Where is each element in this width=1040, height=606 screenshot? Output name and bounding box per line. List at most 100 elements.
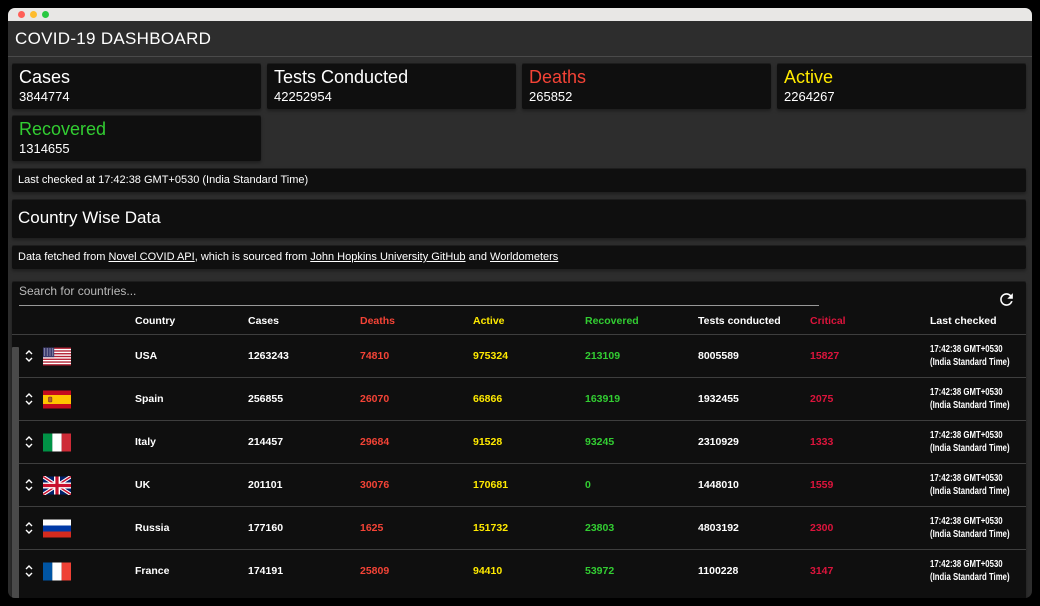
row-lead	[12, 378, 135, 420]
cell-active: 151732	[473, 521, 509, 534]
cell-cases: 201101	[248, 478, 283, 491]
source-link[interactable]: Worldometers	[490, 251, 559, 263]
column-header-tests: Tests conducted	[698, 314, 781, 327]
stat-cards: Cases 3844774 Tests Conducted 42252954 D…	[12, 63, 1026, 161]
source-link[interactable]: Novel COVID API	[108, 251, 195, 263]
source-link[interactable]: John Hopkins University GitHub	[310, 251, 466, 263]
cell-tests: 1932455	[698, 392, 739, 405]
column-header-active: Active	[473, 314, 505, 327]
refresh-button[interactable]	[995, 290, 1017, 312]
cell-recovered: 23803	[585, 521, 615, 534]
sort-rows-button[interactable]	[24, 390, 35, 408]
cell-critical: 1333	[810, 435, 834, 448]
cell-last: 17:42:38 GMT+0530 (India Standard Time)	[930, 343, 1010, 369]
flag-gb-icon	[43, 475, 71, 495]
stat-card-value: 2264267	[784, 89, 835, 104]
column-header-cases: Cases	[248, 314, 279, 327]
table-row-uk: UK 201101 30076 170681 0 1448010 1559 17:42:38 …	[12, 463, 1026, 506]
last-checked-bar: Last checked at 17:42:38 GMT+0530 (India…	[12, 168, 1026, 192]
cell-country: UK	[135, 478, 151, 491]
row-lead	[12, 421, 135, 463]
cell-active: 170681	[473, 478, 509, 491]
cell-country: Italy	[135, 435, 157, 448]
page-title: COVID-19 DASHBOARD	[15, 28, 212, 48]
flag-fr-icon	[43, 562, 71, 581]
stat-card-value: 3844774	[19, 89, 70, 104]
cell-deaths: 1625	[360, 521, 384, 534]
app-header: COVID-19 DASHBOARD	[8, 21, 1032, 57]
cell-tests: 2310929	[698, 435, 739, 448]
cell-critical: 3147	[810, 564, 834, 577]
sort-rows-button[interactable]	[24, 562, 35, 580]
cell-deaths: 29684	[360, 435, 390, 448]
search-input[interactable]	[19, 281, 819, 306]
close-button[interactable]	[18, 11, 25, 18]
sort-rows-button[interactable]	[24, 519, 35, 537]
stat-card-title: Tests Conducted	[274, 67, 409, 87]
cell-recovered: 0	[585, 478, 591, 491]
sort-rows-button[interactable]	[24, 347, 35, 365]
cell-recovered: 53972	[585, 564, 615, 577]
cell-critical: 2075	[810, 392, 834, 405]
table-header-row: Country Cases Deaths Active Recovered Tests c…	[12, 306, 1026, 334]
stat-card-tests: Tests Conducted 42252954	[267, 63, 516, 109]
sort-rows-button[interactable]	[24, 433, 35, 451]
sort-arrows-icon	[25, 522, 33, 534]
cell-critical: 15827	[810, 349, 840, 362]
table-row-france: France 174191 25809 94410 53972 1100228 3147 17…	[12, 549, 1026, 592]
stat-card-recovered: Recovered 1314655	[12, 115, 261, 161]
cell-cases: 214457	[248, 435, 284, 448]
stat-card-deaths: Deaths 265852	[522, 63, 771, 109]
table-body: USA 1263243 74810 975324 213109 8005589 15827 1…	[12, 334, 1026, 592]
window-titlebar	[8, 8, 1032, 21]
cell-last: 17:42:38 GMT+0530 (India Standard Time)	[930, 386, 1010, 412]
stat-card-title: Active	[784, 67, 834, 87]
row-lead	[12, 550, 135, 592]
table-row-italy: Italy 214457 29684 91528 93245 2310929 1333 17:…	[12, 420, 1026, 463]
cell-last: 17:42:38 GMT+0530 (India Standard Time)	[930, 472, 1010, 498]
cell-critical: 1559	[810, 478, 834, 491]
cell-country: USA	[135, 349, 158, 362]
cell-deaths: 26070	[360, 392, 390, 405]
flag-it-icon	[43, 433, 71, 452]
column-header-deaths: Deaths	[360, 314, 396, 327]
cell-cases: 177160	[248, 521, 284, 534]
cell-cases: 1263243	[248, 349, 289, 362]
cell-last: 17:42:38 GMT+0530 (India Standard Time)	[930, 558, 1010, 584]
sort-arrows-icon	[25, 479, 33, 491]
sort-arrows-icon	[25, 350, 33, 362]
source-text: Data fetched from	[18, 251, 109, 263]
cell-deaths: 30076	[360, 478, 390, 491]
sort-arrows-icon	[25, 393, 33, 405]
minimize-button[interactable]	[30, 11, 37, 18]
cell-active: 66866	[473, 392, 503, 405]
cell-recovered: 163919	[585, 392, 621, 405]
cell-tests: 1100228	[698, 564, 739, 577]
data-source-note: Data fetched from Novel COVID API, which…	[12, 245, 1026, 269]
cell-deaths: 25809	[360, 564, 390, 577]
table-scrollbar[interactable]	[12, 347, 19, 598]
cell-active: 91528	[473, 435, 503, 448]
stat-card-title: Deaths	[529, 67, 587, 87]
cell-deaths: 74810	[360, 349, 390, 362]
sort-rows-button[interactable]	[24, 476, 35, 494]
row-lead	[12, 335, 135, 377]
column-header-recovered: Recovered	[585, 314, 639, 327]
stat-card-active: Active 2264267	[777, 63, 1026, 109]
table-row-spain: Spain 256855 26070 66866 163919 1932455 2075 17…	[12, 377, 1026, 420]
flag-us-icon	[43, 347, 71, 366]
cell-active: 94410	[473, 564, 503, 577]
cell-active: 975324	[473, 349, 509, 362]
app-window: COVID-19 DASHBOARD Cases 3844774 Tests C…	[8, 8, 1032, 598]
stat-card-title: Cases	[19, 67, 71, 87]
zoom-button[interactable]	[42, 11, 49, 18]
cell-tests: 1448010	[698, 478, 739, 491]
row-lead	[12, 464, 135, 506]
sort-arrows-icon	[25, 436, 33, 448]
stat-card-value: 42252954	[274, 89, 332, 104]
cell-country: Spain	[135, 392, 164, 405]
cell-cases: 174191	[248, 564, 284, 577]
cell-critical: 2300	[810, 521, 834, 534]
flag-ru-icon	[43, 519, 71, 538]
cell-country: Russia	[135, 521, 170, 534]
